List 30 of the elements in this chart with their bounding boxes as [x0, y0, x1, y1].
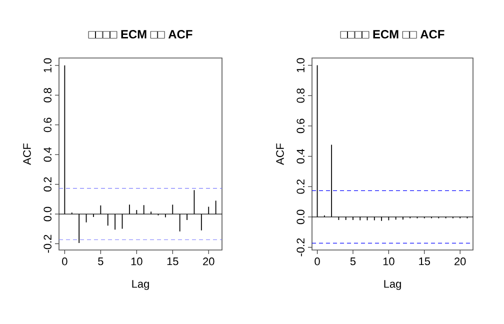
y-axis-title: ACF	[23, 143, 31, 165]
y-tick-label: -0.2	[44, 234, 52, 253]
y-tick-label: 1.0	[44, 58, 52, 72]
x-tick-label: 0	[62, 258, 68, 266]
chart-title: □□□□ ECM □□ ACF	[340, 30, 444, 38]
y-tick-label: 0.2	[44, 177, 52, 192]
x-tick-label: 10	[383, 258, 394, 266]
x-tick-label: 15	[167, 258, 178, 266]
x-axis-title: Lag	[132, 280, 149, 290]
y-tick-label: 0.0	[296, 210, 304, 224]
y-tick-label: 0.8	[296, 88, 304, 103]
y-tick-label: 0.4	[44, 147, 52, 162]
x-axis-title: Lag	[384, 280, 401, 290]
y-tick-label: -0.2	[296, 238, 304, 256]
x-tick-label: 20	[454, 258, 466, 266]
y-tick-label: 0.0	[44, 206, 52, 222]
y-tick-label: 0.6	[296, 118, 304, 134]
x-tick-label: 10	[131, 258, 142, 266]
y-tick-label: 0.8	[44, 88, 52, 102]
chart-title: □□□□ ECM □□ ACF	[88, 30, 192, 38]
y-axis-title: ACF	[276, 143, 284, 165]
y-tick-label: 0.2	[296, 180, 304, 194]
y-tick-label: 0.4	[296, 148, 304, 164]
x-tick-label: 0	[314, 258, 320, 266]
x-tick-label: 5	[98, 258, 104, 266]
x-tick-label: 20	[203, 258, 214, 266]
x-tick-label: 5	[350, 258, 356, 266]
y-tick-label: 1.0	[296, 58, 304, 72]
y-tick-label: 0.6	[44, 118, 52, 132]
x-tick-label: 15	[419, 258, 430, 266]
